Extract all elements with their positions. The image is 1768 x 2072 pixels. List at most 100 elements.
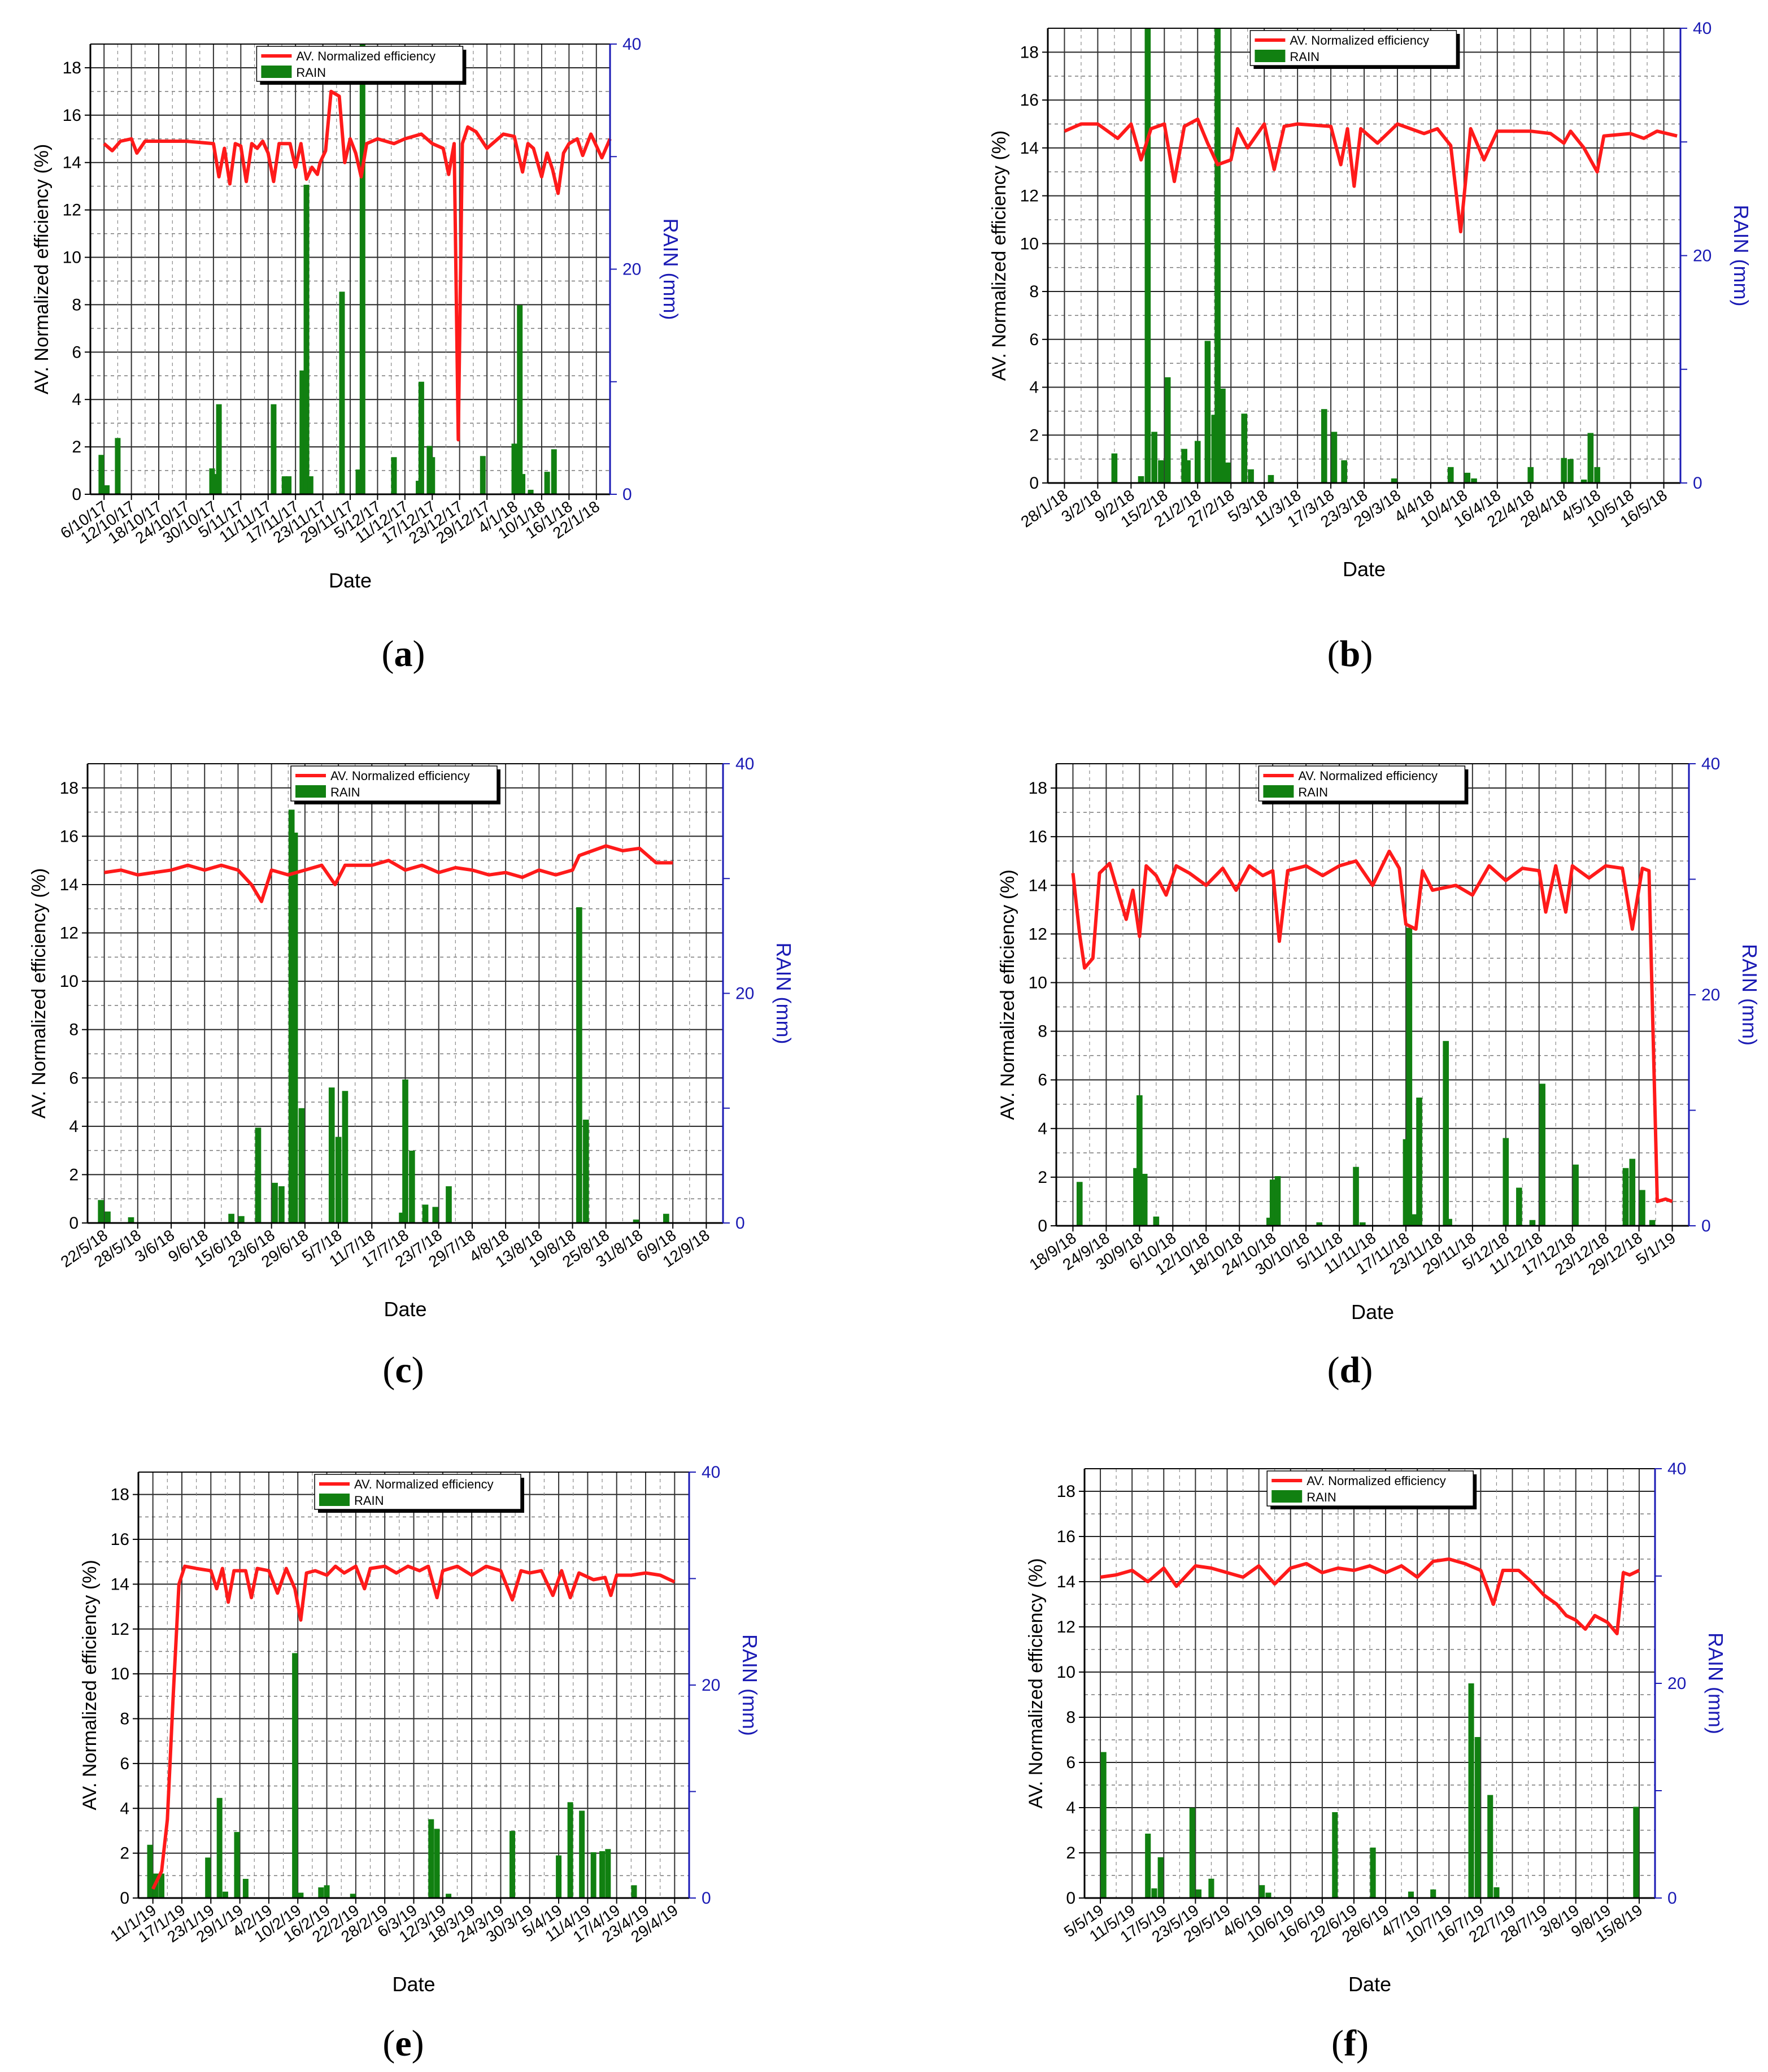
x-axis-title: Date — [384, 1298, 426, 1321]
rain-bar — [228, 1213, 234, 1223]
rain-bar — [409, 1150, 415, 1223]
rain-bar — [272, 1182, 278, 1223]
rain-bar — [582, 1120, 589, 1223]
rain-bar — [1516, 1187, 1522, 1226]
legend-line-label: AV. Normalized efficiency — [354, 1477, 494, 1491]
rain-bar — [1194, 441, 1201, 483]
rain-bar — [1573, 1164, 1579, 1226]
efficiency-line — [1100, 1557, 1640, 1635]
rain-bar — [1136, 1095, 1143, 1226]
rain-bar — [291, 832, 298, 1223]
y2-tick-label: 20 — [702, 1676, 720, 1695]
y-tick-label: 14 — [63, 154, 81, 172]
rain-bar — [286, 476, 292, 494]
y-tick-label: 0 — [1029, 474, 1039, 493]
y-tick-label: 8 — [1038, 1022, 1047, 1041]
rain-bar — [1141, 1173, 1148, 1226]
rain-bar — [303, 185, 310, 494]
y-axis-title: AV. Normalized efficiency (%) — [1025, 1558, 1047, 1808]
rain-bar — [1321, 409, 1327, 483]
rain-bar — [115, 438, 121, 494]
y-tick-label: 0 — [1066, 1889, 1075, 1908]
y-tick-label: 12 — [60, 924, 79, 943]
y-tick-label: 10 — [1057, 1663, 1075, 1682]
rain-bar — [98, 455, 104, 494]
y-axis-title: AV. Normalized efficiency (%) — [997, 869, 1018, 1120]
rain-bar — [324, 1885, 330, 1898]
rain-bar — [520, 474, 526, 494]
rain-bar — [104, 485, 110, 494]
rain-bar — [567, 1802, 573, 1898]
rain-bar — [1144, 28, 1151, 483]
y-axis-title: AV. Normalized efficiency (%) — [31, 144, 53, 394]
rain-bar — [1225, 462, 1231, 483]
rain-bar — [1138, 476, 1144, 483]
rain-bar — [663, 1213, 669, 1223]
legend-line-label: AV. Normalized efficiency — [1298, 769, 1438, 783]
rain-bar — [159, 1873, 165, 1898]
y-tick-label: 8 — [69, 1021, 79, 1039]
y-tick-label: 14 — [1057, 1573, 1075, 1591]
rain-bar — [299, 370, 306, 494]
rain-bar — [446, 1893, 452, 1898]
y-tick-label: 16 — [1020, 91, 1039, 110]
y2-axis-title: RAIN (mm) — [659, 219, 682, 320]
rain-bar — [271, 404, 277, 494]
y2-tick-label: 0 — [702, 1889, 711, 1908]
y2-tick-label: 40 — [735, 755, 754, 773]
rain-bar — [318, 1887, 324, 1898]
rain-bar — [1158, 460, 1164, 483]
rain-bar — [205, 1857, 211, 1898]
rain-bar — [511, 443, 517, 494]
chart-panel-f: 024681012141618020405/5/1911/5/1917/5/19… — [1025, 1460, 1727, 1996]
y-tick-label: 6 — [1066, 1753, 1075, 1772]
rain-bar — [1151, 1888, 1157, 1898]
rain-bar — [544, 472, 550, 494]
rain-bar — [1157, 1857, 1164, 1898]
rain-bar — [1561, 458, 1567, 483]
rain-bar — [350, 1893, 356, 1898]
rain-bar — [234, 1832, 240, 1898]
rain-bar — [1474, 1737, 1480, 1898]
y-tick-label: 10 — [63, 249, 81, 267]
y2-tick-label: 40 — [702, 1463, 720, 1482]
y-tick-label: 4 — [1038, 1120, 1047, 1138]
y-tick-label: 10 — [60, 972, 79, 991]
rain-bar — [1447, 467, 1454, 483]
y2-tick-label: 40 — [1667, 1460, 1686, 1478]
rain-bar — [335, 1137, 342, 1223]
legend-bar-label: RAIN — [296, 66, 326, 80]
rain-bar — [1391, 478, 1397, 483]
rain-bar — [1259, 1885, 1265, 1898]
rain-bar — [1539, 1083, 1545, 1226]
rain-bar — [1185, 460, 1191, 483]
y-tick-label: 8 — [1029, 282, 1039, 301]
y2-tick-label: 0 — [622, 485, 632, 504]
rain-bar — [1416, 1098, 1422, 1226]
rain-bar — [1527, 467, 1534, 483]
rain-bar — [1370, 1847, 1376, 1898]
legend-line-label: AV. Normalized efficiency — [330, 769, 470, 783]
rain-bar — [1649, 1220, 1656, 1226]
rain-bar — [1195, 1889, 1202, 1898]
y-tick-label: 4 — [1066, 1799, 1075, 1817]
rain-bar — [209, 468, 215, 494]
rain-bar — [292, 1653, 298, 1898]
y-tick-label: 12 — [63, 201, 81, 220]
y-tick-label: 8 — [1066, 1708, 1075, 1727]
rain-bar — [1633, 1807, 1639, 1898]
rain-bar — [1189, 1808, 1195, 1898]
chart-panel-d: 0246810121416180204018/9/1824/9/1830/9/1… — [997, 755, 1761, 1324]
rain-bar — [281, 476, 288, 494]
y-tick-label: 4 — [120, 1799, 129, 1818]
rain-bar — [216, 404, 222, 494]
rain-bar — [1403, 1139, 1409, 1226]
rain-bar — [339, 291, 345, 494]
rain-bar — [633, 1219, 639, 1223]
rain-bar — [434, 1829, 440, 1898]
y2-tick-label: 20 — [735, 985, 754, 1003]
y2-tick-label: 20 — [622, 260, 641, 279]
rain-bar — [1503, 1138, 1509, 1226]
rain-bar — [1220, 388, 1226, 483]
y-tick-label: 12 — [1029, 925, 1047, 943]
